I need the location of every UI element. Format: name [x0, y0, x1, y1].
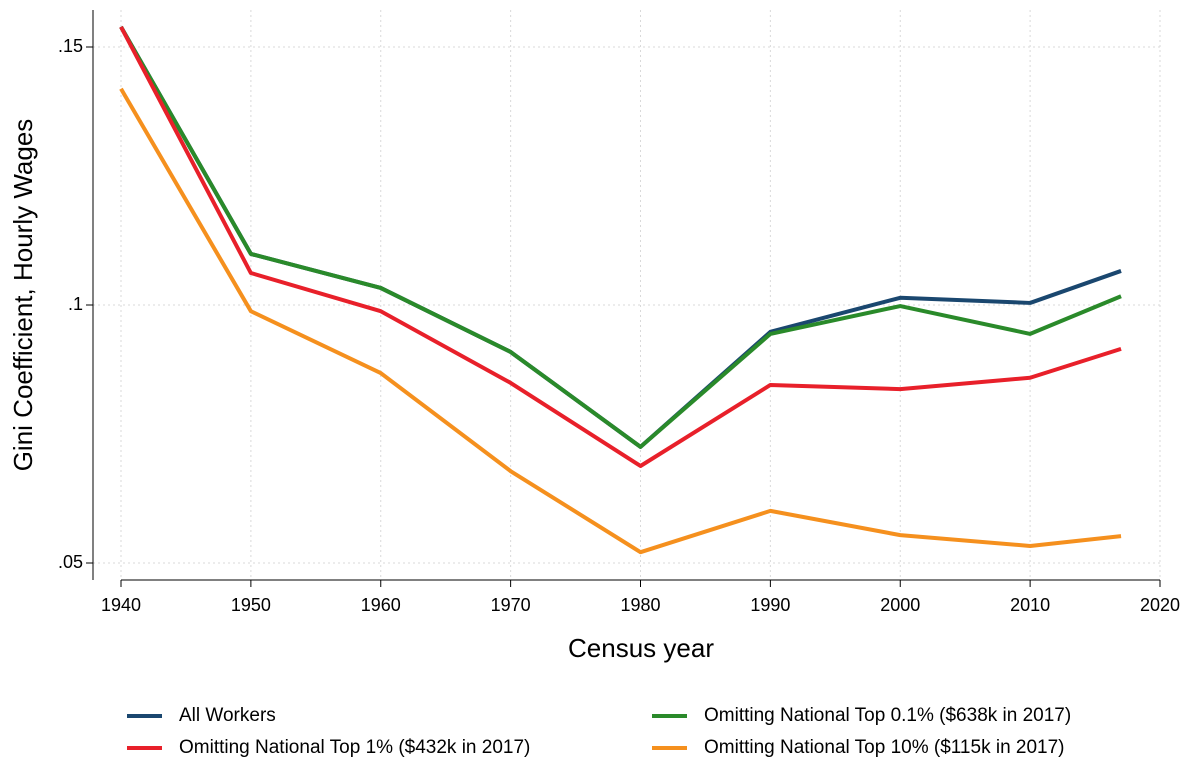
- x-tick-label: 2000: [880, 595, 920, 615]
- legend-label: Omitting National Top 1% ($432k in 2017): [179, 737, 530, 758]
- series-line: [119, 25, 1122, 449]
- x-tick-label: 2010: [1010, 595, 1050, 615]
- series-line: [119, 87, 1122, 555]
- y-tick-label: .1: [68, 294, 83, 314]
- x-tick-label: 1950: [231, 595, 271, 615]
- legend-label: Omitting National Top 0.1% ($638k in 201…: [704, 705, 1071, 726]
- x-axis-title: Census year: [568, 633, 714, 663]
- x-tick-label: 1960: [361, 595, 401, 615]
- y-tick-label: .15: [58, 36, 83, 56]
- x-tick-label: 2020: [1140, 595, 1180, 615]
- x-tick-label: 1990: [750, 595, 790, 615]
- x-tick-label: 1940: [101, 595, 141, 615]
- series-line: [119, 25, 1122, 468]
- legend-label: All Workers: [179, 705, 276, 726]
- x-tick-label: 1970: [491, 595, 531, 615]
- y-axis-title: Gini Coefficient, Hourly Wages: [8, 119, 38, 472]
- x-tick-label: 1980: [620, 595, 660, 615]
- y-tick-label: .05: [58, 552, 83, 572]
- legend-label: Omitting National Top 10% ($115k in 2017…: [704, 737, 1065, 758]
